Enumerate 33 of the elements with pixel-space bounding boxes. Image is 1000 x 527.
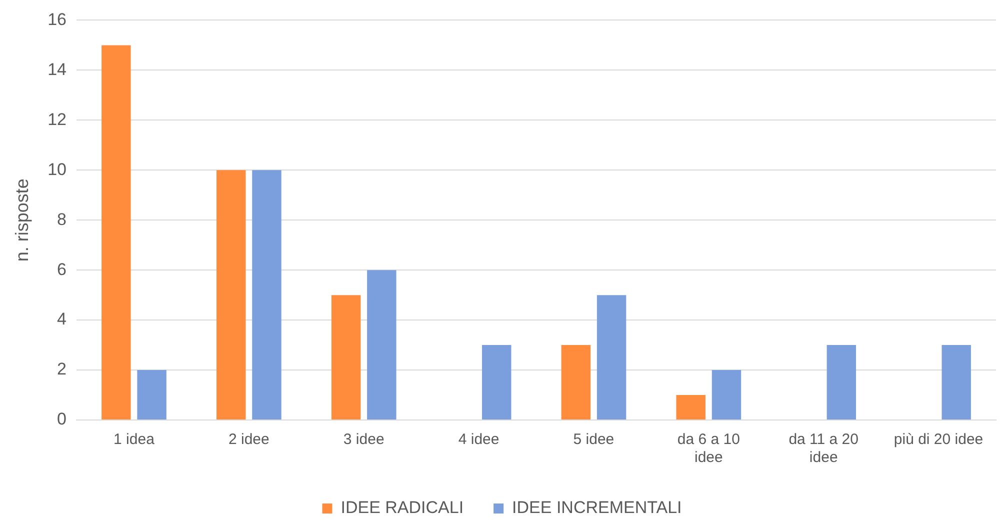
x-tick-label: da 11 a 20 idee: [788, 431, 858, 466]
bar: [712, 370, 742, 420]
y-tick-label: 16: [48, 10, 67, 29]
x-tick-label: 5 idee: [573, 431, 614, 448]
legend-label: IDEE INCREMENTALI: [512, 498, 682, 518]
x-tick-label: 2 idee: [228, 431, 270, 448]
bar: [137, 370, 166, 420]
y-tick-label: 14: [48, 60, 67, 79]
y-tick-label: 6: [57, 260, 67, 279]
bar: [102, 45, 131, 420]
bar: [596, 295, 626, 420]
y-tick-label: 10: [48, 160, 67, 179]
y-axis-title: n. risposte: [12, 178, 32, 262]
bar: [826, 345, 856, 420]
bar: [561, 345, 591, 420]
bar: [482, 345, 512, 420]
bar: [942, 345, 971, 420]
x-tick-label: 3 idee: [343, 431, 384, 448]
x-tick-label: più di 20 idee: [894, 431, 984, 448]
y-tick-label: 8: [57, 210, 67, 229]
y-tick-label: 2: [57, 360, 67, 379]
bar: [216, 170, 246, 420]
x-tick-label: da 6 a 10 idee: [677, 431, 740, 466]
bar: [252, 170, 282, 420]
bar: [676, 395, 706, 420]
y-tick-label: 12: [48, 110, 67, 129]
x-tick-label: 4 idee: [458, 431, 500, 448]
y-tick-label: 0: [57, 410, 67, 429]
bar: [331, 295, 361, 420]
x-tick-label: 1 idea: [114, 431, 156, 448]
legend-label: IDEE RADICALI: [340, 498, 464, 518]
y-tick-label: 4: [57, 310, 67, 329]
bar: [367, 270, 396, 420]
